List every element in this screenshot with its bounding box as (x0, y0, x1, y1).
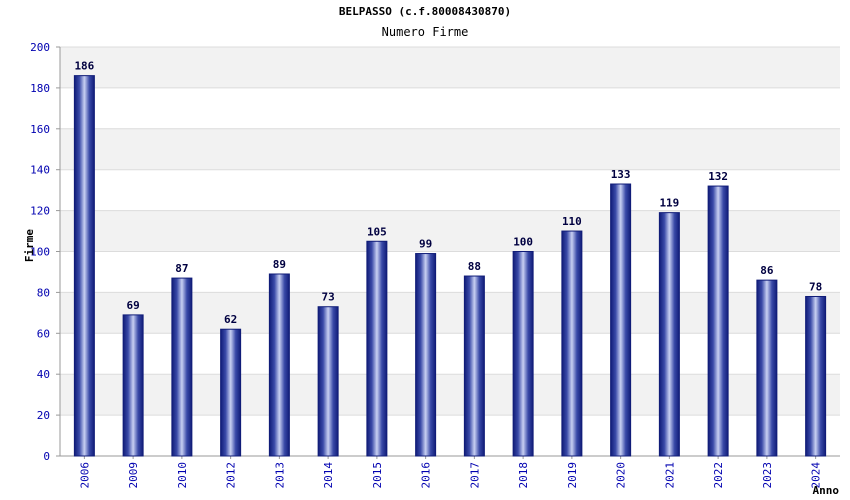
x-tick-label: 2024 (810, 462, 823, 489)
bar-value-label: 89 (273, 258, 286, 271)
x-tick-label: 2019 (566, 462, 579, 489)
bar-value-label: 86 (760, 264, 774, 277)
bar (317, 306, 339, 457)
bar-value-label: 100 (513, 236, 533, 249)
bar-value-label: 78 (809, 280, 822, 293)
bar-value-label: 62 (224, 313, 237, 326)
bar-value-label: 73 (322, 291, 335, 304)
bar (415, 253, 437, 457)
bar (268, 273, 290, 457)
bar-value-label: 132 (708, 170, 728, 183)
x-tick-label: 2009 (127, 462, 140, 489)
x-tick-label: 2014 (322, 462, 335, 489)
x-tick-label: 2015 (371, 462, 384, 489)
bar-value-label: 186 (74, 60, 94, 73)
x-tick-label: 2016 (420, 462, 433, 489)
bar-value-label: 133 (611, 168, 631, 181)
bar (366, 240, 388, 457)
bar (756, 279, 778, 457)
x-tick-label: 2006 (78, 462, 91, 489)
y-tick-label: 200 (30, 41, 50, 54)
bar (707, 185, 729, 457)
chart-title: BELPASSO (c.f.80008430870) (338, 5, 512, 18)
x-tick-label: 2012 (225, 462, 238, 489)
y-tick-label: 160 (30, 123, 50, 136)
y-tick-label: 140 (30, 164, 50, 177)
bar (610, 183, 632, 457)
x-tick-label: 2010 (176, 462, 189, 489)
x-tick-label: 2018 (517, 462, 530, 489)
grid-band (60, 128, 840, 170)
bar (658, 212, 680, 457)
y-tick-label: 20 (37, 409, 50, 422)
grid-band (60, 47, 840, 88)
y-tick-label: 0 (43, 450, 50, 463)
bar (805, 295, 827, 457)
chart-subtitle: Numero Firme (381, 25, 469, 39)
y-axis-label: Firme (23, 229, 36, 262)
bar-value-label: 105 (367, 225, 387, 238)
x-axis-label: Anno (813, 484, 840, 497)
bar (512, 251, 534, 457)
x-tick-label: 2017 (468, 462, 481, 489)
bar (171, 277, 193, 457)
bar-value-label: 119 (659, 197, 679, 210)
x-tick-label: 2022 (712, 462, 725, 489)
y-tick-label: 40 (37, 368, 50, 381)
x-tick-label: 2020 (615, 462, 628, 489)
bar (73, 75, 95, 457)
bar-value-label: 87 (175, 262, 188, 275)
x-tick-label: 2013 (273, 462, 286, 489)
bar (561, 230, 583, 457)
bar-value-label: 88 (468, 260, 481, 273)
bar-value-label: 99 (419, 238, 432, 251)
bar (122, 314, 144, 457)
y-tick-label: 80 (37, 286, 50, 299)
y-tick-label: 180 (30, 82, 50, 95)
x-tick-label: 2021 (663, 462, 676, 489)
bar (463, 275, 485, 457)
y-tick-label: 120 (30, 205, 50, 218)
bar (220, 328, 242, 457)
bar-value-label: 69 (127, 299, 140, 312)
y-tick-label: 60 (37, 327, 50, 340)
y-tick-label: 100 (30, 246, 50, 259)
x-tick-label: 2023 (761, 462, 774, 489)
bar-value-label: 110 (562, 215, 582, 228)
